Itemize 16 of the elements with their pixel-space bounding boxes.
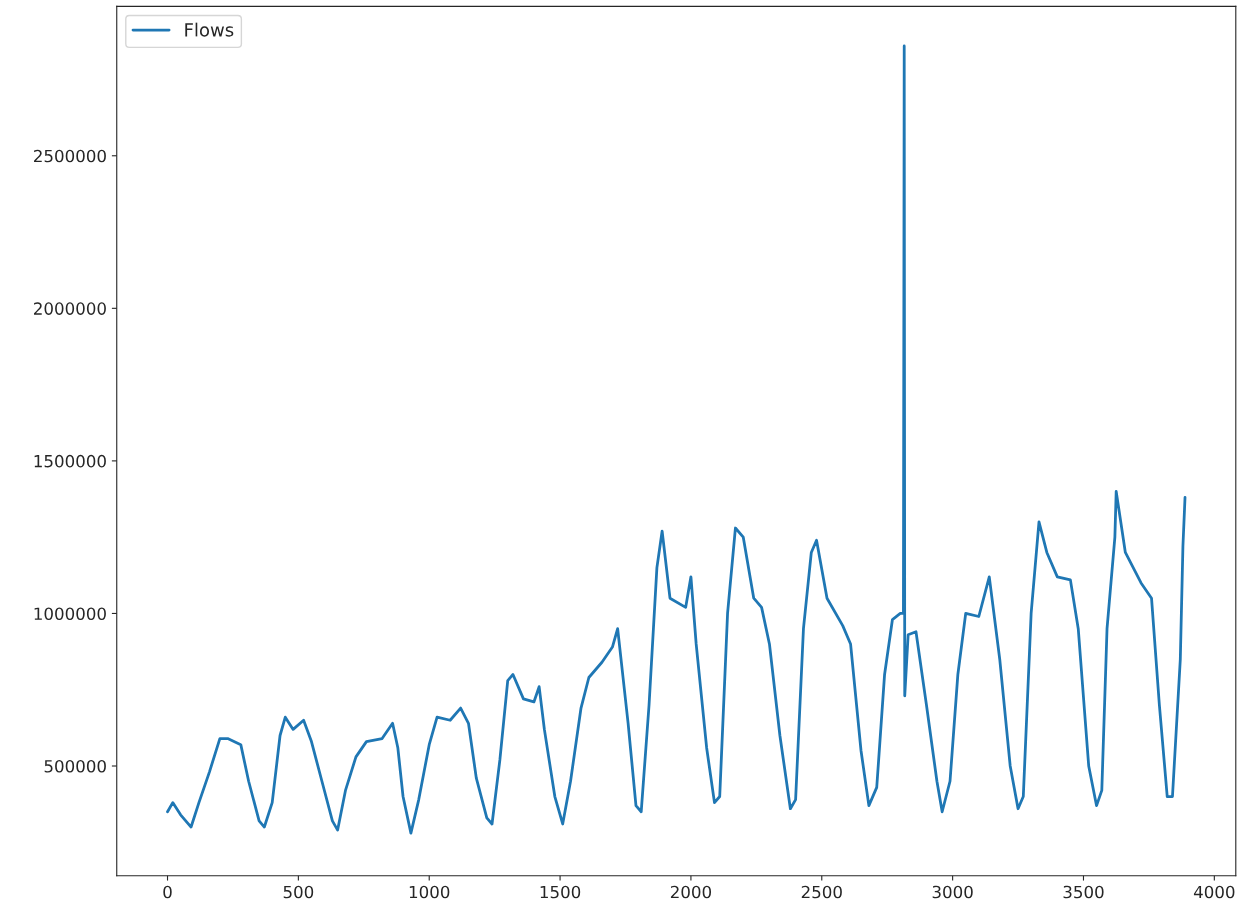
y-tick-label: 1000000 (34, 607, 106, 621)
x-tick-label: 3500 (1063, 885, 1104, 899)
x-tick-label: 4000 (1193, 885, 1235, 899)
x-tick-label: 2500 (801, 885, 842, 899)
x-tick-label: 0 (163, 885, 172, 899)
x-tick-label: 3000 (932, 885, 973, 899)
y-tick-label: 2000000 (34, 302, 106, 315)
x-tick-label: 1000 (409, 885, 450, 899)
y-tick-label: 500000 (44, 759, 106, 773)
legend-label: Flows (185, 22, 234, 37)
y-tick-label: 2500000 (34, 149, 106, 163)
x-tick-label: 2000 (670, 885, 712, 899)
line-series (166, 44, 1187, 835)
x-tick-label: 1500 (540, 885, 581, 899)
x-tick-label: 500 (283, 885, 314, 899)
y-tick-label: 1500000 (34, 454, 106, 468)
